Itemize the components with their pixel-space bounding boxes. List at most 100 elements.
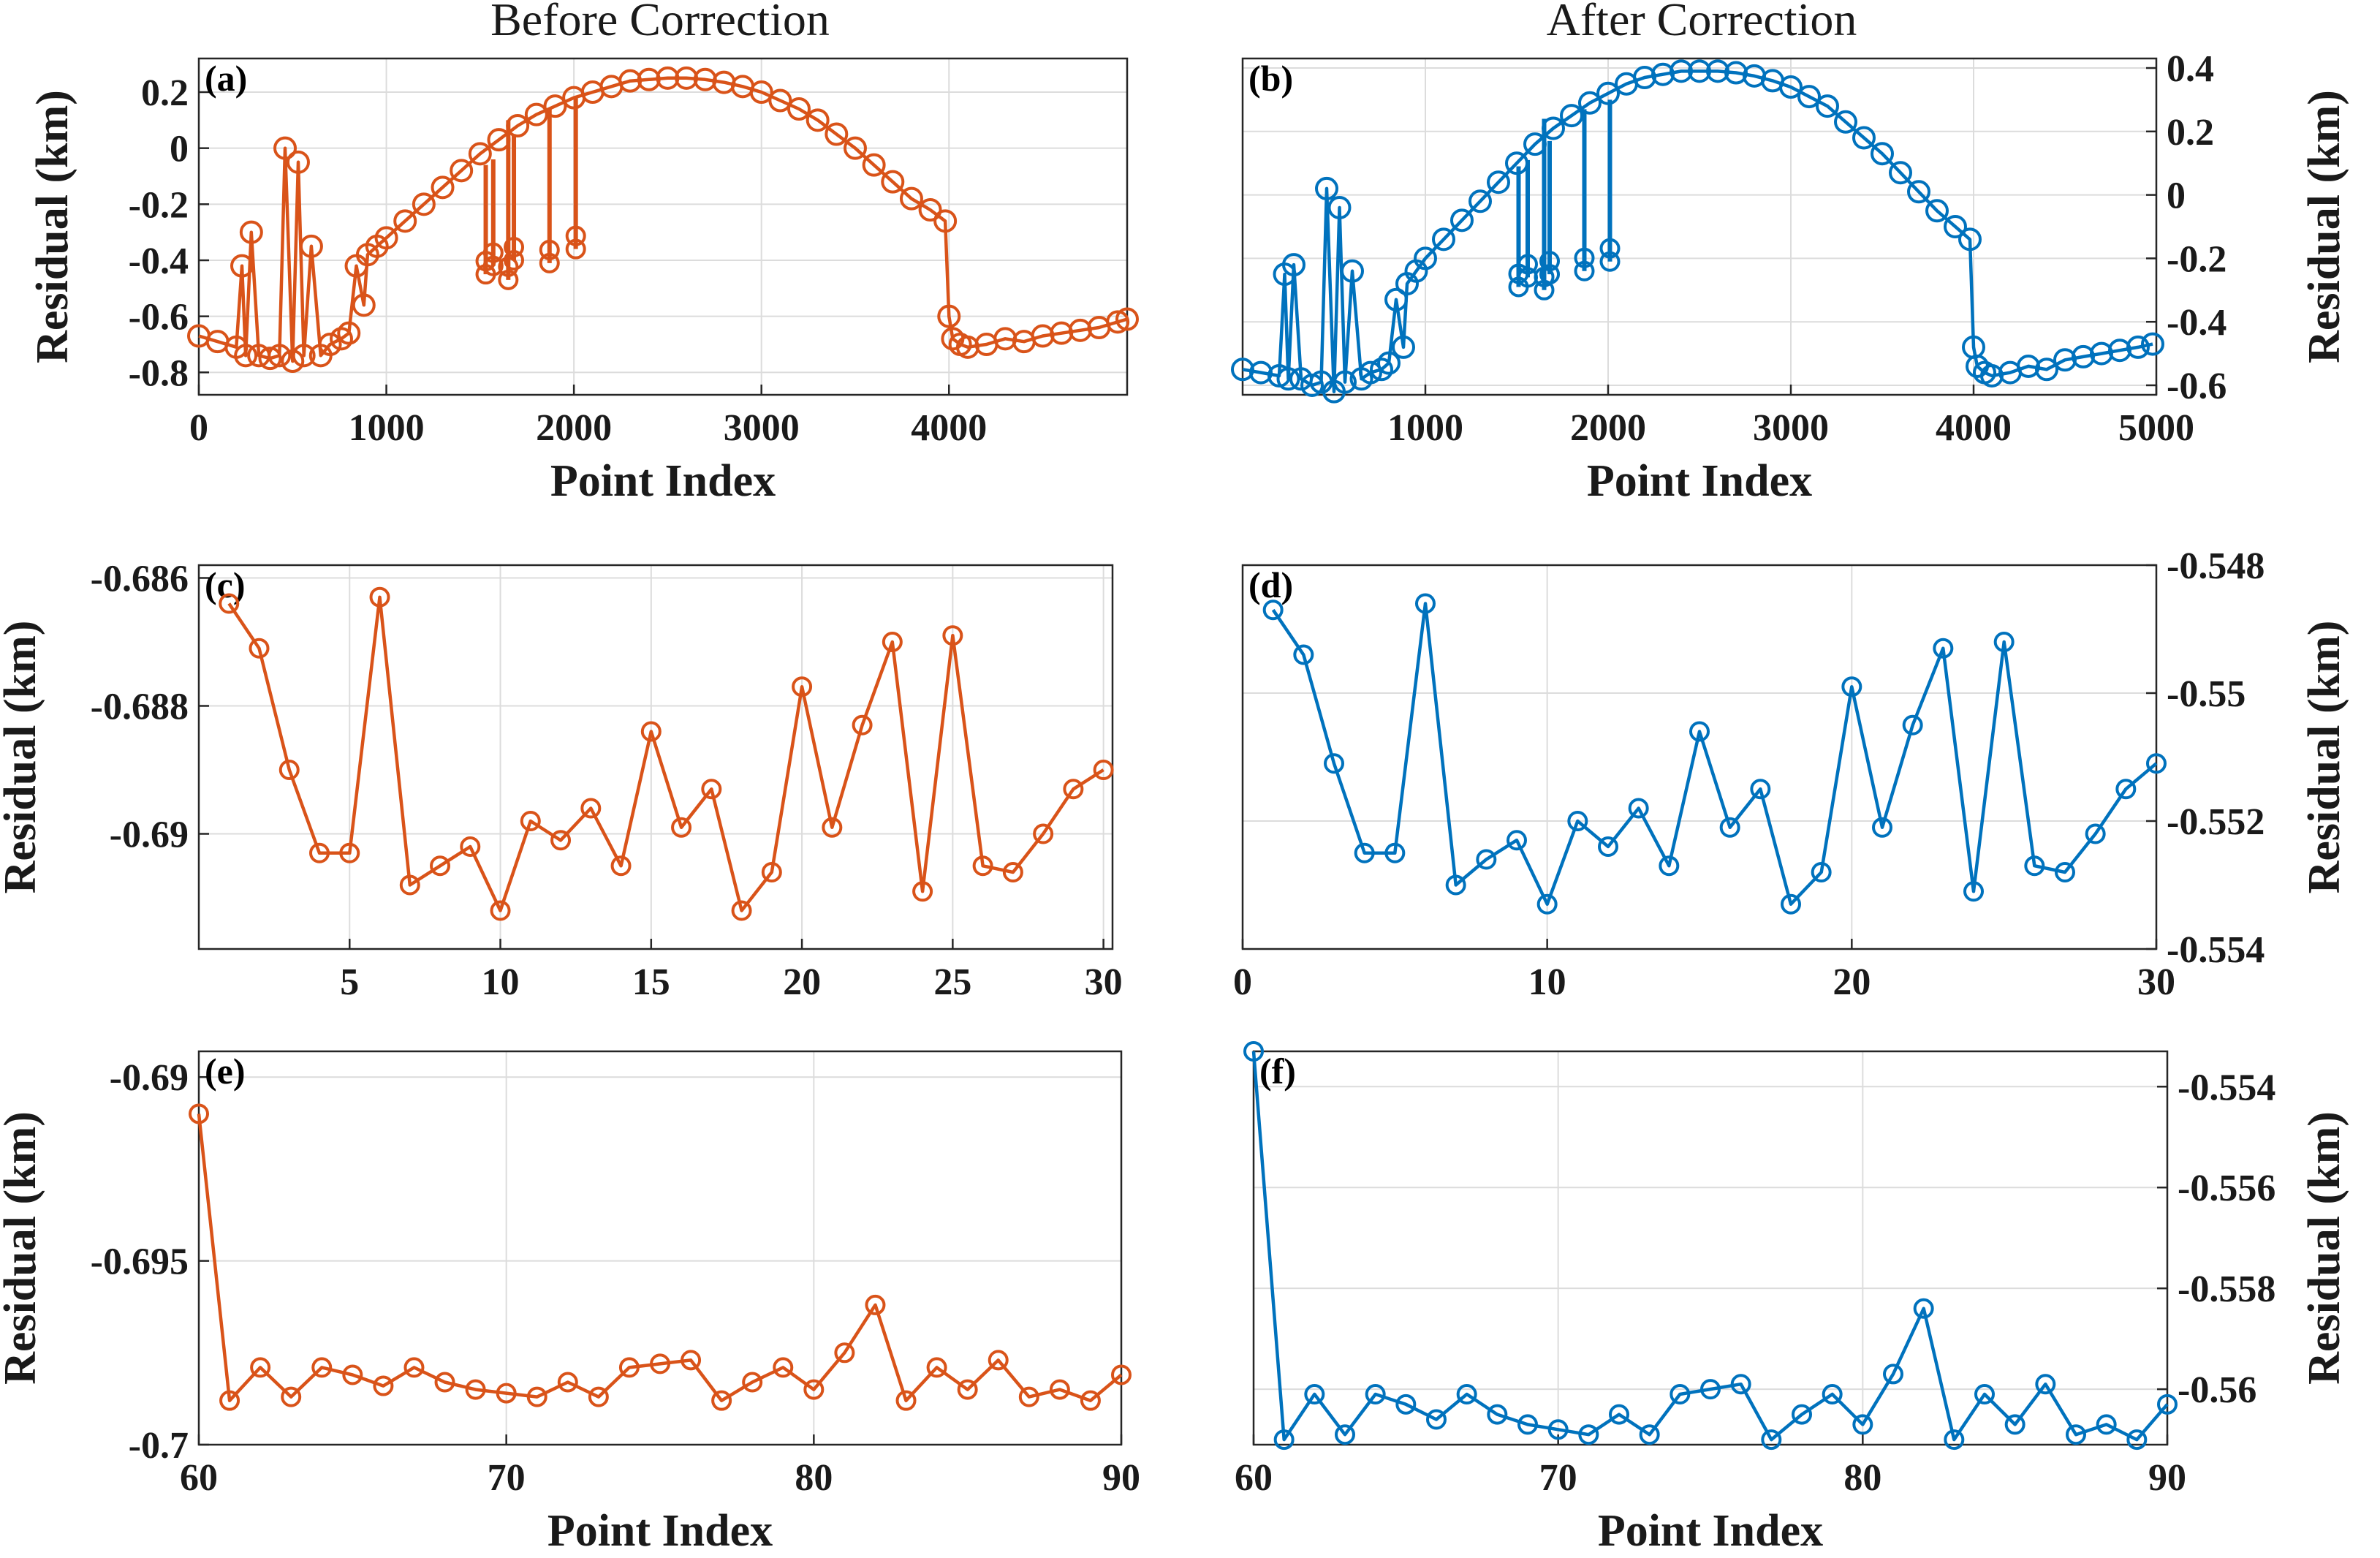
data-point <box>768 88 792 113</box>
data-point <box>1445 874 1466 896</box>
y-tick-label: -0.55 <box>2167 673 2246 715</box>
data-point <box>1651 62 1675 86</box>
data-point <box>258 347 282 371</box>
y-tick-label: -0.7 <box>129 1425 189 1467</box>
data-point <box>825 122 849 146</box>
data-point <box>2115 779 2137 800</box>
data-point <box>1049 1379 1070 1400</box>
data-point <box>498 256 519 277</box>
data-point <box>292 344 316 368</box>
data-point <box>1852 126 1876 150</box>
data-point <box>899 186 923 211</box>
x-axis-label: Point Index <box>550 456 776 506</box>
data-point <box>711 1390 732 1411</box>
data-point <box>1816 94 1839 118</box>
data-point <box>1262 600 1284 621</box>
data-point <box>1033 823 1054 844</box>
data-point <box>1659 855 1680 877</box>
data-point <box>773 1357 794 1378</box>
data-point <box>1596 81 1620 105</box>
y-axis-label: Residual (km) <box>2300 1111 2349 1385</box>
data-point <box>1231 358 1254 382</box>
data-point <box>524 102 548 126</box>
data-point <box>862 153 886 177</box>
data-point <box>309 842 330 863</box>
data-point <box>1688 59 1711 83</box>
y-tick-label: -0.2 <box>129 184 189 226</box>
data-point <box>822 817 843 838</box>
y-tick-label: -0.554 <box>2178 1067 2275 1108</box>
data-point <box>2157 1393 2178 1415</box>
x-tick-label: 20 <box>783 961 821 1003</box>
data-point <box>2066 1424 2086 1445</box>
data-point <box>1276 367 1300 391</box>
plot-area <box>1243 1041 2178 1451</box>
data-point <box>557 1372 578 1393</box>
data-point <box>731 900 752 921</box>
data-point <box>937 304 961 328</box>
y-axis-label: Residual (km) <box>0 621 45 894</box>
data-point <box>342 1364 363 1385</box>
data-point <box>1115 307 1139 331</box>
data-point <box>1273 1429 1295 1451</box>
y-tick-label: 0 <box>170 129 189 170</box>
data-point <box>1980 363 2004 387</box>
data-point <box>239 220 263 244</box>
data-point <box>1335 1424 1355 1445</box>
x-tick-label: 2000 <box>1570 407 1646 449</box>
data-point <box>373 1375 394 1396</box>
data-point <box>1883 1364 1903 1385</box>
data-point <box>1724 61 1748 85</box>
data-point <box>498 269 519 290</box>
x-tick-label: 5 <box>340 961 359 1003</box>
data-point <box>1523 132 1547 156</box>
x-tick-label: 0 <box>1233 961 1252 1003</box>
data-point <box>918 198 942 222</box>
y-tick-label: 0.4 <box>2167 48 2214 90</box>
data-point <box>1517 254 1538 275</box>
data-point <box>1907 180 1930 204</box>
data-point <box>565 225 586 246</box>
data-point <box>834 1342 855 1364</box>
y-tick-label: 0 <box>2167 175 2186 217</box>
data-point <box>230 254 254 278</box>
x-axis-label: Point Index <box>547 1506 773 1556</box>
data-point <box>286 150 310 174</box>
data-point <box>1792 1404 1812 1425</box>
data-point <box>1377 351 1401 375</box>
data-point <box>1414 246 1437 271</box>
y-tick-label: 0.2 <box>141 72 189 114</box>
data-point <box>1111 1364 1132 1385</box>
x-tick-label: 30 <box>1085 961 1123 1003</box>
x-tick-label: 1000 <box>1387 407 1463 449</box>
data-point <box>1487 170 1510 194</box>
data-point <box>2090 341 2113 366</box>
data-point <box>2035 358 2058 382</box>
data-point <box>482 242 504 263</box>
data-point <box>504 237 525 257</box>
y-tick-label: -0.6 <box>129 297 189 339</box>
data-point <box>1392 335 1415 359</box>
data-point <box>942 625 963 646</box>
x-tick-label: 4000 <box>911 407 987 449</box>
data-point <box>539 252 560 273</box>
data-point <box>650 1353 670 1374</box>
panel-d: 0 10 20 30-0.554 -0.552 -0.55 -0.548 Residual (… <box>1233 545 2349 1003</box>
data-point <box>1781 893 1801 915</box>
data-point <box>1797 85 1821 109</box>
data-point <box>610 855 632 877</box>
data-point <box>2141 332 2164 356</box>
data-point <box>1432 227 1455 252</box>
data-point <box>219 1390 240 1411</box>
data-point <box>465 1379 486 1400</box>
data-point <box>450 159 474 183</box>
data-point <box>1889 161 1912 185</box>
data-point <box>399 874 420 896</box>
data-point <box>2072 344 2095 368</box>
plot-area <box>219 586 1114 921</box>
data-point <box>281 1386 302 1407</box>
panel-a: 0 1000 2000 3000 4000 -0.8 -0.6 -0.4 -0.2 0 0.2 Poi… <box>28 57 1139 506</box>
data-point <box>281 349 305 373</box>
data-point <box>1958 227 1982 252</box>
